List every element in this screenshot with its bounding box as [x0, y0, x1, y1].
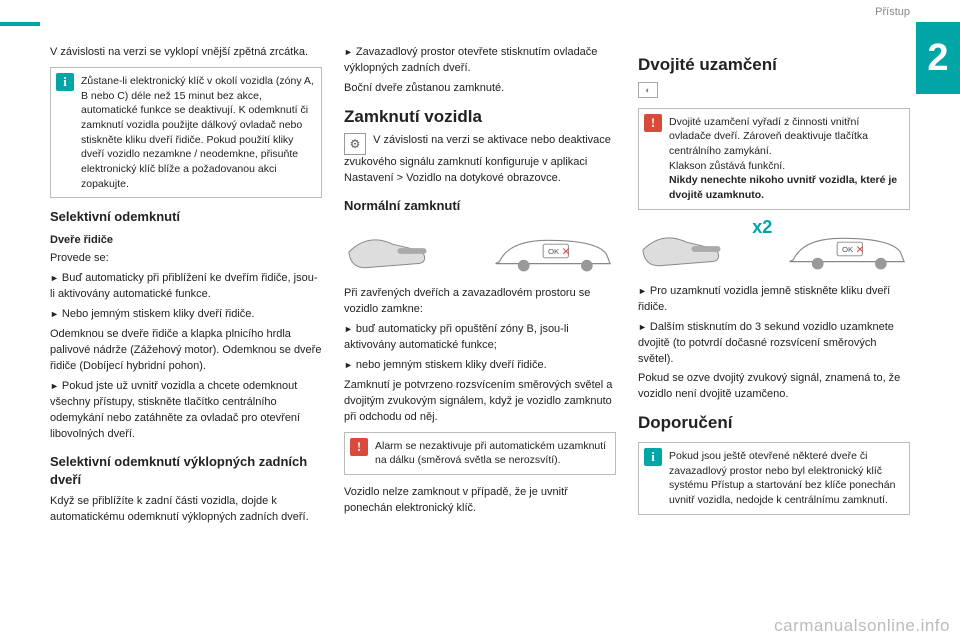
col1-intro: V závislosti na verzi se vyklopí vnější …: [50, 45, 322, 61]
top-accent-bar: [0, 22, 40, 26]
col2-h3-normal-lock: Normální zamknutí: [344, 197, 616, 216]
col3-p1: Pokud se ozve dvojitý zvukový signál, zn…: [638, 371, 910, 403]
col1-h4-driver-door: Dveře řidiče: [50, 233, 322, 249]
col1-p2: Odemknou se dveře řidiče a klapka plnicí…: [50, 327, 322, 375]
col3-warn-text-b: Klakson zůstává funkční.: [669, 160, 785, 172]
column-3: Dvojité uzamčení ◐ ! Dvojité uzamčení vy…: [638, 45, 910, 610]
figure-hand-car-1: OK ✕: [344, 222, 616, 280]
svg-text:✕: ✕: [562, 246, 571, 258]
col2-gear-text: V závislosti na verzi se aktivace nebo d…: [344, 134, 611, 184]
svg-text:✕: ✕: [856, 244, 865, 256]
warning-icon: !: [644, 114, 662, 132]
steering-wheel-icon: ◐: [638, 82, 658, 98]
col3-info-box: i Pokud jsou ještě otevřené některé dveř…: [638, 442, 910, 515]
col2-bullet1: Zavazadlový prostor otevřete stisknutím …: [344, 45, 616, 77]
col3-bullet2: Dalším stisknutím do 3 sekund vozidlo uz…: [638, 320, 910, 368]
column-1: V závislosti na verzi se vyklopí vnější …: [50, 45, 322, 610]
col1-p1: Provede se:: [50, 251, 322, 267]
col3-info-text: Pokud jsou ještě otevřené některé dveře …: [669, 450, 895, 506]
col2-p4: Vozidlo nelze zamknout v případě, že je …: [344, 485, 616, 517]
col3-h2-recommend: Doporučení: [638, 411, 910, 436]
col3-warn-text-c: Nikdy nenechte nikoho uvnitř vozidla, kt…: [669, 174, 897, 201]
column-2: Zavazadlový prostor otevřete stisknutím …: [344, 45, 616, 610]
page-number-badge: 2: [916, 22, 960, 94]
content-columns: V závislosti na verzi se vyklopí vnější …: [50, 45, 910, 610]
col2-p2: Při zavřených dveřích a zavazadlovém pro…: [344, 286, 616, 318]
col1-h3-selective-unlock: Selektivní odemknutí: [50, 208, 322, 227]
warning-icon: !: [350, 438, 368, 456]
col2-p3: Zamknutí je potvrzeno rozsvícením směrov…: [344, 378, 616, 426]
col3-h2-double-lock: Dvojité uzamčení: [638, 53, 910, 78]
gear-icon: ⚙: [344, 133, 366, 155]
col1-p3: Když se přiblížíte k zadní části vozidla…: [50, 494, 322, 526]
col3-warn-box: ! Dvojité uzamčení vyřadí z činnosti vni…: [638, 108, 910, 210]
col2-h2-lock: Zamknutí vozidla: [344, 105, 616, 130]
watermark: carmanualsonline.info: [774, 616, 950, 636]
col1-info-box: i Zůstane-li elektronický klíč v okolí v…: [50, 67, 322, 199]
info-icon: i: [644, 448, 662, 466]
col2-warn-text: Alarm se nezaktivuje při automatickém uz…: [375, 440, 606, 467]
col1-h3-rear-unlock: Selektivní odemknutí výklopných zadních …: [50, 453, 322, 491]
col2-bullet2: buď automaticky při opuštění zóny B, jso…: [344, 322, 616, 354]
col1-bullet3: Pokud jste už uvnitř vozidla a chcete od…: [50, 379, 322, 443]
col2-warn-box: ! Alarm se nezaktivuje při automatickém …: [344, 432, 616, 475]
header-section-label: Přístup: [875, 6, 910, 18]
info-icon: i: [56, 73, 74, 91]
col3-warn-text-a: Dvojité uzamčení vyřadí z činnosti vnitř…: [669, 116, 868, 157]
col3-bullet1: Pro uzamknutí vozidla jemně stiskněte kl…: [638, 284, 910, 316]
svg-text:OK: OK: [842, 245, 854, 254]
svg-text:OK: OK: [548, 247, 560, 256]
col1-bullet2: Nebo jemným stiskem kliky dveří řidiče.: [50, 307, 322, 323]
col2-bullet3: nebo jemným stiskem kliky dveří řidiče.: [344, 358, 616, 374]
col2-p1: Boční dveře zůstanou zamknuté.: [344, 81, 616, 97]
figure-hand-car-2: x2 OK ✕: [638, 220, 910, 278]
col2-gear-paragraph: ⚙ V závislosti na verzi se aktivace nebo…: [344, 133, 616, 187]
col1-bullet1: Buď automaticky při přiblížení ke dveřím…: [50, 271, 322, 303]
col1-info-text: Zůstane-li elektronický klíč v okolí voz…: [81, 75, 314, 190]
x2-label: x2: [752, 214, 772, 240]
